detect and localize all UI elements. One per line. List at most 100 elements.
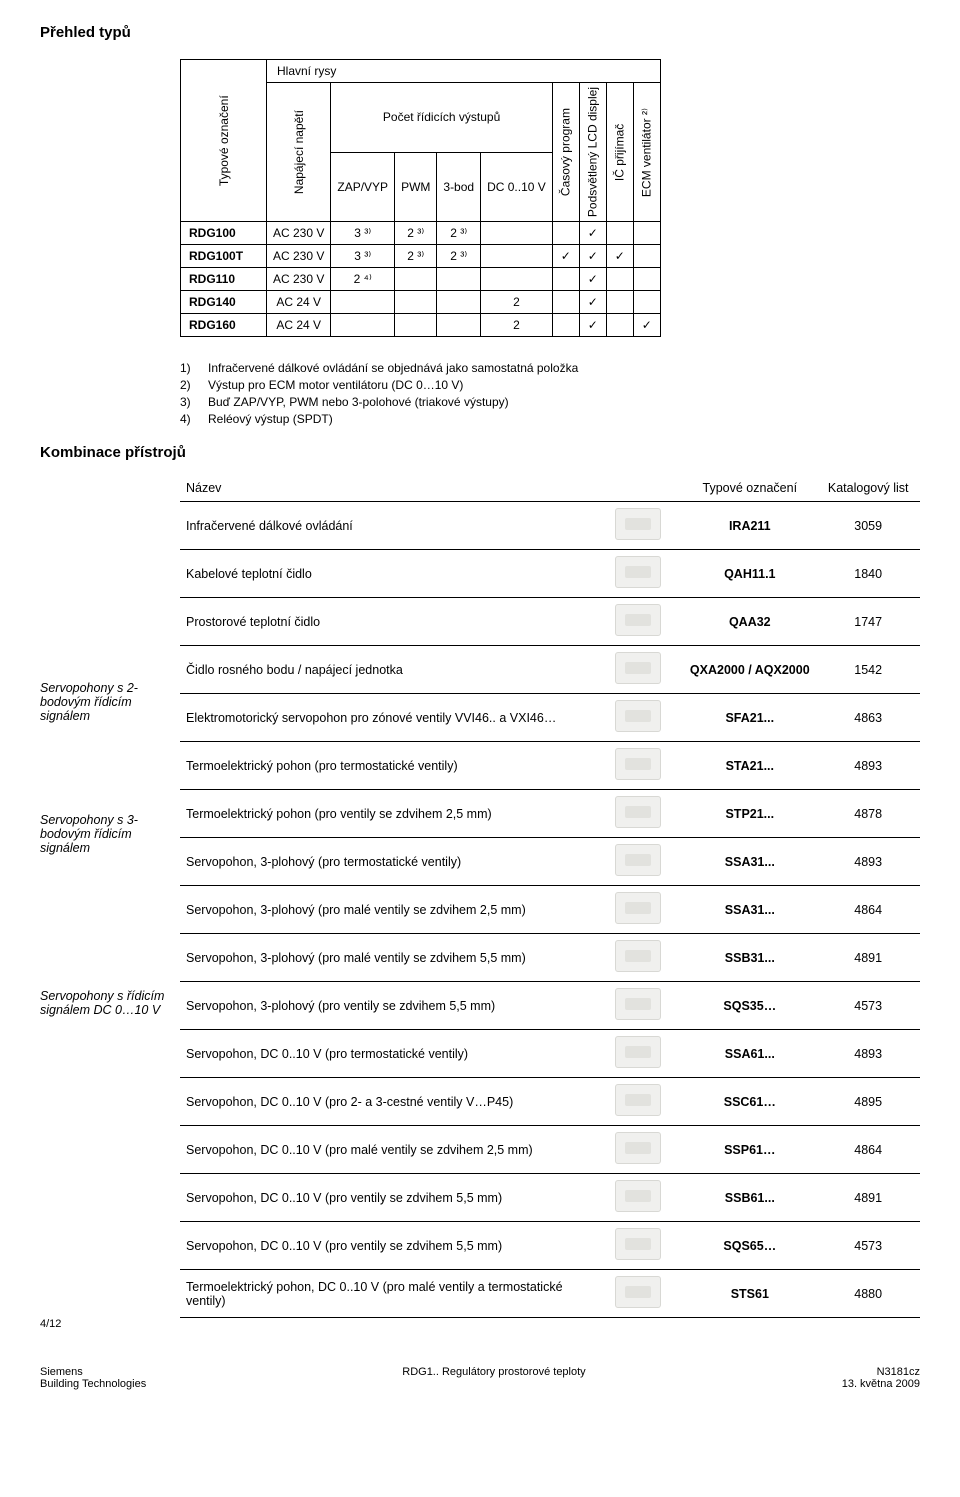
combi-list: 4893 — [816, 838, 920, 886]
product-icon — [615, 1132, 661, 1164]
combi-name: Servopohon, DC 0..10 V (pro termostatick… — [180, 1030, 609, 1078]
hdr-time-prog: Časový program — [552, 83, 579, 222]
combi-list: 4891 — [816, 1174, 920, 1222]
combi-table: Název Typové označení Katalogový list In… — [180, 475, 920, 1318]
combi-list: 4573 — [816, 982, 920, 1030]
cell-zapvyp — [331, 291, 395, 314]
cell-pwm — [395, 268, 437, 291]
combi-type: IRA211 — [683, 502, 816, 550]
combi-row: Termoelektrický pohon (pro termostatické… — [180, 742, 920, 790]
combi-list: 4878 — [816, 790, 920, 838]
combi-name: Servopohon, 3-plohový (pro termostatické… — [180, 838, 609, 886]
sidebar-label-sdc: Servopohony s řídicím signálem DC 0…10 V — [40, 989, 170, 1017]
product-icon — [615, 1276, 661, 1308]
cell-lcd: ✓ — [579, 291, 606, 314]
hdr-pwm: PWM — [395, 152, 437, 222]
cell-ecm: ✓ — [633, 314, 660, 337]
combi-row: Servopohon, DC 0..10 V (pro ventily se z… — [180, 1222, 920, 1270]
combi-img — [609, 886, 683, 934]
cell-time — [552, 222, 579, 245]
product-icon — [615, 748, 661, 780]
combi-type: STP21... — [683, 790, 816, 838]
combi-type: SSA61... — [683, 1030, 816, 1078]
combi-hdr-list: Katalogový list — [816, 475, 920, 502]
combi-img — [609, 1174, 683, 1222]
cell-pwm: 2 ³⁾ — [395, 245, 437, 268]
combi-hdr-img — [609, 475, 683, 502]
combi-name: Infračervené dálkové ovládání — [180, 502, 609, 550]
combi-name: Kabelové teplotní čidlo — [180, 550, 609, 598]
cell-time — [552, 314, 579, 337]
cell-dc — [481, 222, 553, 245]
product-icon — [615, 892, 661, 924]
cell-ir — [606, 314, 633, 337]
cell-zapvyp: 3 ³⁾ — [331, 245, 395, 268]
combi-row: Servopohon, 3-plohový (pro termostatické… — [180, 838, 920, 886]
combi-row: Servopohon, 3-plohový (pro ventily se zd… — [180, 982, 920, 1030]
product-icon — [615, 1180, 661, 1212]
product-icon — [615, 1036, 661, 1068]
combi-row: Servopohon, DC 0..10 V (pro ventily se z… — [180, 1174, 920, 1222]
cell-ecm — [633, 245, 660, 268]
combi-row: Servopohon, DC 0..10 V (pro malé ventily… — [180, 1126, 920, 1174]
combi-name: Termoelektrický pohon, DC 0..10 V (pro m… — [180, 1270, 609, 1318]
type-row-name: RDG100T — [181, 245, 267, 268]
combi-list: 4864 — [816, 1126, 920, 1174]
cell-lcd: ✓ — [579, 222, 606, 245]
combi-img — [609, 790, 683, 838]
combi-sidebar: Servopohony s 2-bodovým řídicím signálem… — [40, 475, 180, 1263]
combi-row: Servopohon, 3-plohový (pro malé ventily … — [180, 934, 920, 982]
cell-zapvyp — [331, 314, 395, 337]
combi-list: 1747 — [816, 598, 920, 646]
combi-name: Servopohon, 3-plohový (pro malé ventily … — [180, 886, 609, 934]
cell-ecm — [633, 268, 660, 291]
page-number: 4/12 — [40, 1318, 920, 1330]
combi-type: SSP61… — [683, 1126, 816, 1174]
hdr-ecm: ECM ventilátor ²⁾ — [633, 83, 660, 222]
cell-supply: AC 230 V — [267, 268, 331, 291]
type-row-name: RDG140 — [181, 291, 267, 314]
cell-3bod: 2 ³⁾ — [437, 245, 481, 268]
product-icon — [615, 652, 661, 684]
hdr-dc: DC 0..10 V — [481, 152, 553, 222]
cell-3bod — [437, 291, 481, 314]
combi-img — [609, 934, 683, 982]
hdr-supply: Napájecí napětí — [267, 83, 331, 222]
combi-type: QAA32 — [683, 598, 816, 646]
footer-right: N3181cz 13. května 2009 — [842, 1366, 920, 1390]
cell-3bod: 2 ³⁾ — [437, 222, 481, 245]
combi-img — [609, 982, 683, 1030]
combi-row: Servopohon, DC 0..10 V (pro 2- a 3-cestn… — [180, 1078, 920, 1126]
note-num: 2) — [180, 378, 198, 392]
cell-time — [552, 291, 579, 314]
combination-title: Kombinace přístrojů — [40, 444, 920, 461]
combi-type: QAH11.1 — [683, 550, 816, 598]
combi-row: Infračervené dálkové ovládáníIRA2113059 — [180, 502, 920, 550]
combi-list: 4573 — [816, 1222, 920, 1270]
combi-row: Kabelové teplotní čidloQAH11.11840 — [180, 550, 920, 598]
combi-img — [609, 1222, 683, 1270]
combi-img — [609, 1126, 683, 1174]
cell-ecm — [633, 291, 660, 314]
product-icon — [615, 844, 661, 876]
combi-name: Elektromotorický servopohon pro zónové v… — [180, 694, 609, 742]
footer-mid: RDG1.. Regulátory prostorové teploty — [402, 1366, 585, 1390]
combi-list: 4864 — [816, 886, 920, 934]
footer-left1: Siemens — [40, 1366, 146, 1378]
type-row-name: RDG100 — [181, 222, 267, 245]
overview-title: Přehled typů — [40, 24, 920, 41]
sidebar-label-s2: Servopohony s 2-bodovým řídicím signálem — [40, 681, 170, 723]
combi-name: Termoelektrický pohon (pro ventily se zd… — [180, 790, 609, 838]
combi-img — [609, 694, 683, 742]
combi-type: SQS35… — [683, 982, 816, 1030]
combi-row: Termoelektrický pohon, DC 0..10 V (pro m… — [180, 1270, 920, 1318]
cell-supply: AC 24 V — [267, 291, 331, 314]
combi-type: SSA31... — [683, 886, 816, 934]
combi-name: Prostorové teplotní čidlo — [180, 598, 609, 646]
cell-pwm: 2 ³⁾ — [395, 222, 437, 245]
combi-img — [609, 550, 683, 598]
note-text: Výstup pro ECM motor ventilátoru (DC 0…1… — [208, 378, 463, 392]
combi-row: Servopohon, 3-plohový (pro malé ventily … — [180, 886, 920, 934]
product-icon — [615, 700, 661, 732]
cell-dc: 2 — [481, 291, 553, 314]
